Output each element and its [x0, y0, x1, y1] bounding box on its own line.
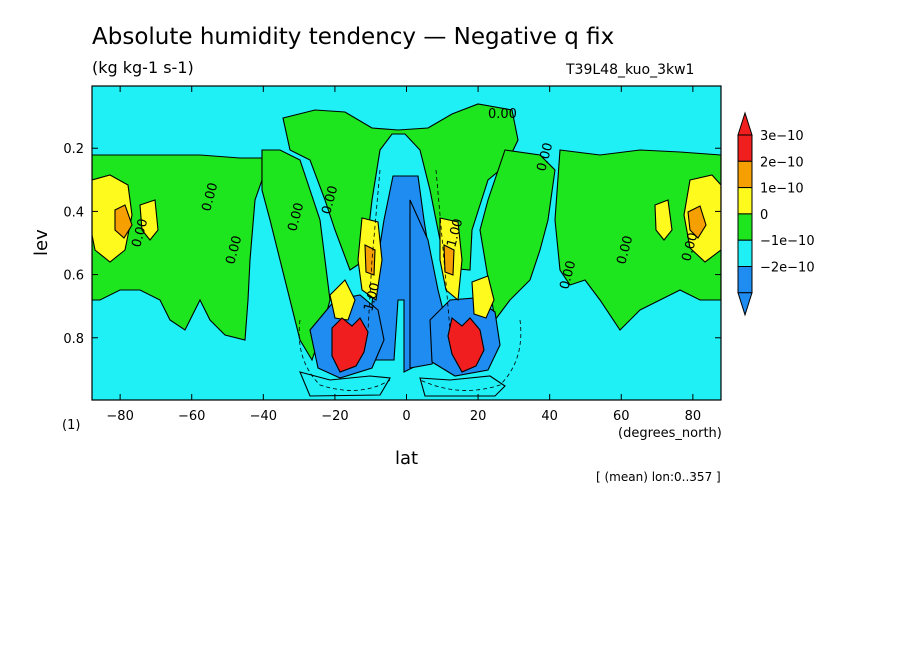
contour-field: [92, 86, 721, 400]
positive-cell-nh-edge-2: [654, 199, 673, 241]
colorbar-swatch: [737, 134, 753, 162]
colorbar-bottom-arrow: [737, 292, 753, 317]
negative-rim-nh: [419, 375, 506, 397]
contour-label: 0.00: [534, 141, 556, 173]
negative-contour-line: [435, 169, 451, 331]
colorbar-swatch: [737, 187, 753, 215]
positive-cell-sh-edge-2: [139, 199, 159, 241]
x-tick-label: 0: [402, 409, 410, 424]
x-tick-label: −80: [106, 409, 133, 424]
contour-label: 0.00: [129, 217, 151, 249]
colorbar-label: −2e−10: [760, 261, 815, 276]
contour-label: 0.00: [319, 184, 341, 216]
peak-region-sh: [114, 204, 133, 239]
colorbar-top-arrow: [737, 111, 753, 136]
y-tick-label: 0.2: [63, 142, 84, 157]
positive-cell-sh-outer: [329, 279, 356, 321]
y-tick-label: 0.6: [63, 269, 84, 284]
x-tick-label: 60: [613, 409, 630, 424]
positive-region-nh-tongue: [479, 149, 556, 322]
y-axis: 0.2 0.4 0.6 0.8: [63, 142, 721, 347]
contour-label: 0.00: [285, 201, 307, 233]
x-tick-label: −60: [178, 409, 205, 424]
chart-units: (kg kg-1 s-1): [92, 58, 194, 77]
maximum-region-sh: [331, 317, 369, 373]
peak-strip-nh: [443, 244, 455, 276]
positive-region-sh-band: [92, 154, 263, 341]
x-tick-label: −20: [321, 409, 348, 424]
y-tick-label: 0.8: [63, 332, 84, 347]
colorbar-swatch: [737, 213, 753, 241]
contour-label: 0.00: [679, 231, 701, 263]
colorbar-label: −1e−10: [760, 234, 815, 249]
run-id-label: T39L48_kuo_3kw1: [566, 62, 695, 78]
contour-labels: 0.000.000.000.000.000.000.000.000.000.00…: [129, 107, 701, 313]
negative-rim-sh: [299, 371, 391, 397]
y-axis-label: lev: [31, 229, 52, 256]
contour-label: 1.00: [361, 281, 383, 313]
y-tick-label: 0.4: [63, 205, 84, 220]
x-tick-label: 20: [470, 409, 487, 424]
colorbar-swatch: [737, 160, 753, 189]
x-axis-units: (degrees_north): [618, 426, 722, 441]
averaging-footnote: [ (mean) lon:0..357 ]: [596, 470, 721, 484]
colorbar-swatch: [737, 266, 753, 294]
positive-cell-sh-edge: [92, 174, 133, 263]
colorbar-label: 3e−10: [760, 129, 804, 144]
x-tick-label: 40: [541, 409, 558, 424]
figure-label: (1): [62, 418, 81, 433]
x-axis: −80 −60 −40 −20 0 20 40 60 80: [106, 86, 701, 424]
peak-region-nh: [687, 205, 707, 239]
chart-title: Absolute humidity tendency — Negative q …: [92, 24, 615, 50]
x-tick-label: −40: [250, 409, 277, 424]
colorbar-label: 1e−10: [760, 182, 804, 197]
negative-contour-line: [419, 319, 522, 391]
colorbar-label: 2e−10: [760, 155, 804, 170]
colorbar-label: 0: [760, 208, 768, 223]
x-axis-label: lat: [395, 448, 419, 469]
peak-strip-sh: [364, 244, 376, 276]
negative-contour-line: [367, 169, 381, 331]
contour-label: 0.00: [557, 259, 579, 291]
contour-label: 0.00: [614, 234, 636, 266]
contour-label: 1.00: [444, 217, 466, 249]
contour-label: 0.00: [199, 181, 221, 213]
maximum-region-nh: [447, 317, 485, 373]
contour-label: 0.00: [488, 107, 517, 122]
contour-label: 0.00: [223, 234, 245, 266]
positive-cell-nh-outer: [471, 275, 495, 319]
colorbar-swatch: [737, 239, 753, 267]
negative-contour-line: [298, 319, 391, 391]
positive-region-nh-band: [554, 149, 721, 331]
x-tick-label: 80: [685, 409, 702, 424]
